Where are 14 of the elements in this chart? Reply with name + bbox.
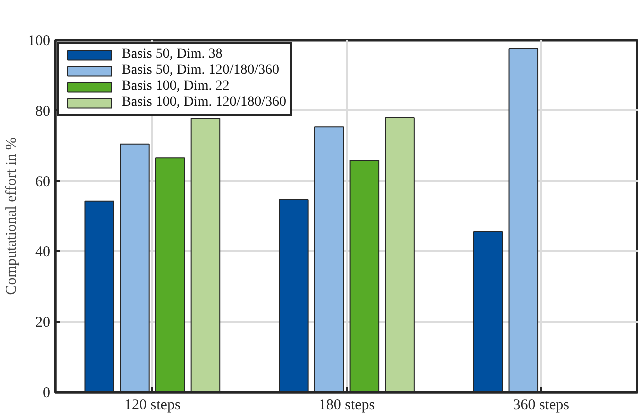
y-tick-label: 100 (28, 34, 50, 50)
y-tick-label: 80 (36, 104, 50, 120)
legend-label: Basis 100, Dim. 120/180/360 (122, 95, 287, 111)
y-tick-label: 20 (36, 315, 50, 332)
x-tick-label: 360 steps (513, 398, 570, 414)
legend-label: Basis 50, Dim. 120/180/360 (122, 63, 280, 79)
x-tick-label: 180 steps (318, 398, 376, 414)
y-tick-label: 60 (36, 174, 50, 190)
legend-label: Basis 100, Dim. 22 (122, 79, 230, 95)
x-tick-label: 120 steps (124, 398, 181, 414)
y-tick-label: 0 (43, 386, 50, 402)
legend-label: Basis 50, Dim. 38 (122, 47, 223, 63)
y-tick-label: 40 (36, 244, 50, 261)
y-axis-title: Computational effort in % (4, 138, 20, 296)
